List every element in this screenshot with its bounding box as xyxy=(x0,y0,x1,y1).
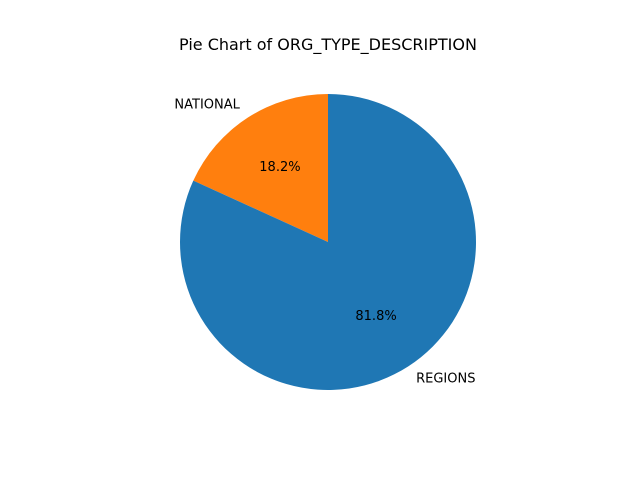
pie-slice-regions xyxy=(179,94,476,390)
pie-slices xyxy=(179,94,476,390)
chart-title: Pie Chart of ORG_TYPE_DESCRIPTION xyxy=(179,35,477,55)
slice-label-national: NATIONAL xyxy=(174,98,240,113)
slice-percentage-national: 18.2% xyxy=(259,160,300,175)
slice-label-regions: REGIONS xyxy=(416,371,475,386)
pie-labels: NATIONAL 18.2% REGIONS 81.8% xyxy=(174,98,475,387)
pie-slice-national xyxy=(193,94,328,242)
slice-percentage-regions: 81.8% xyxy=(355,309,396,324)
